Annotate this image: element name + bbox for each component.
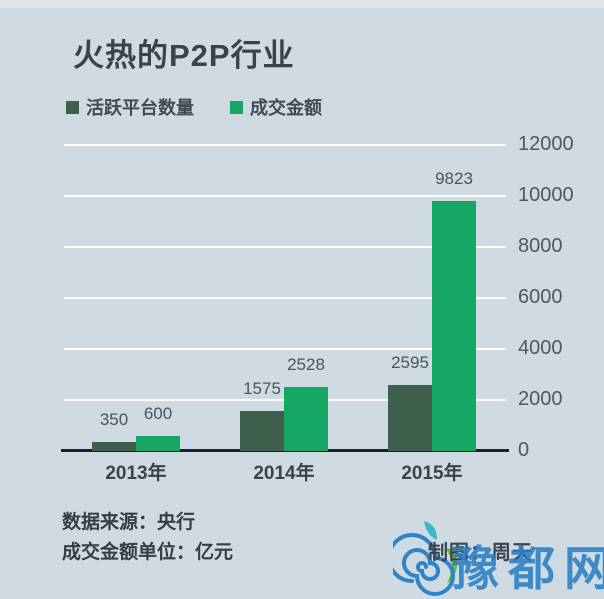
y-tick-label-2000: 2000: [518, 388, 563, 410]
gridline-10000: [64, 195, 506, 197]
y-tick-label-12000: 12000: [518, 133, 574, 155]
y-tick-label-0: 0: [518, 439, 530, 461]
footer-unit-note: 成交金额单位：亿元: [62, 542, 234, 563]
chart-plot-area: 350 600 1575 2528 2595 9823: [61, 144, 509, 452]
footer-source-note: 数据来源：央行: [62, 512, 196, 533]
watermark-spiral-logo-icon: [393, 521, 458, 596]
bar-value-label-2528: 2528: [287, 355, 325, 374]
legend-item-transaction-amount: 成交金额: [230, 94, 322, 120]
bar-value-label-1575: 1575: [243, 379, 281, 398]
bar-value-label-2595: 2595: [391, 353, 429, 372]
y-tick-label-8000: 8000: [518, 235, 563, 257]
bar-2013年-活跃平台数量: [92, 442, 136, 451]
gridline-6000: [64, 297, 506, 299]
legend-label-active-platforms: 活跃平台数量: [86, 98, 194, 118]
bar-2013年-成交金额: [136, 436, 180, 451]
watermark-text: 豫都网: [452, 542, 604, 595]
y-tick-label-4000: 4000: [518, 337, 563, 359]
chart-legend: 活跃平台数量 成交金额: [66, 94, 322, 120]
legend-label-transaction-amount: 成交金额: [250, 98, 322, 118]
bar-2015年-活跃平台数量: [388, 385, 432, 451]
bar-value-label-9823: 9823: [435, 169, 473, 188]
y-tick-label-6000: 6000: [518, 286, 563, 308]
legend-swatch-dark-green-icon: [66, 100, 79, 114]
bar-value-label-350: 350: [99, 410, 129, 429]
gridline-12000: [64, 144, 506, 146]
x-category-label-2014年: 2014年: [253, 463, 315, 484]
bar-2015年-成交金额: [432, 201, 476, 451]
gridline-4000: [64, 348, 506, 350]
x-category-label-2015年: 2015年: [401, 463, 463, 484]
chart-credit: 制图：周天: [428, 542, 533, 564]
x-category-label-2013年: 2013年: [105, 463, 167, 484]
bar-2014年-活跃平台数量: [240, 411, 284, 451]
bar-2014年-成交金额: [284, 387, 328, 451]
bar-value-label-600: 600: [143, 404, 173, 423]
y-tick-label-10000: 10000: [518, 184, 574, 206]
legend-item-active-platforms: 活跃平台数量: [66, 94, 194, 120]
top-strip-decoration: [0, 0, 604, 8]
legend-swatch-bright-green-icon: [230, 100, 243, 114]
page-title: 火热的P2P行业: [73, 38, 295, 73]
gridline-8000: [64, 246, 506, 248]
footer-notes: 数据来源：央行 成交金额单位：亿元: [62, 508, 233, 568]
